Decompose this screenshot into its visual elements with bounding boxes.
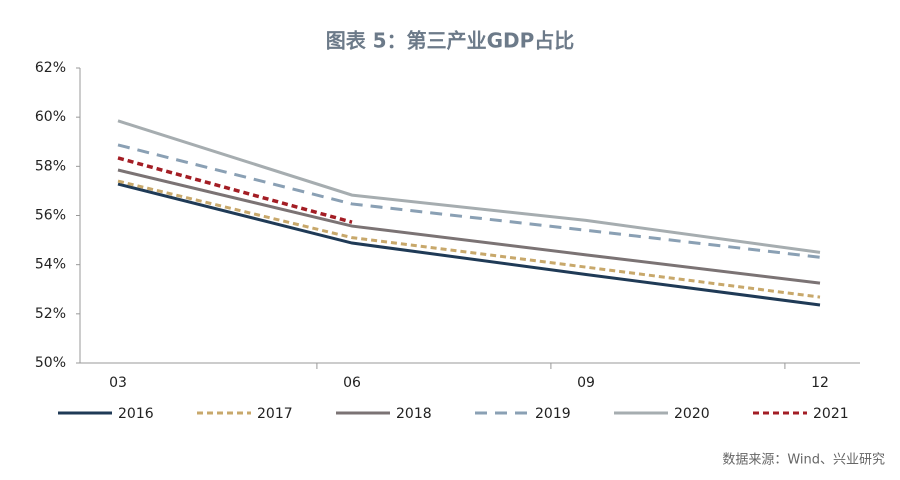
series-line	[117, 182, 821, 307]
y-tick-label: 56%	[35, 208, 66, 224]
x-tick-label: 06	[343, 375, 361, 391]
legend-label: 2016	[118, 406, 154, 422]
y-tick-label: 62%	[35, 60, 66, 76]
y-tick-label: 50%	[35, 355, 66, 371]
series-line	[117, 119, 821, 254]
legend-label: 2021	[813, 406, 849, 422]
y-tick-label: 60%	[35, 109, 66, 125]
series-line	[117, 143, 821, 259]
legend-label: 2020	[674, 406, 710, 422]
series-line	[117, 179, 821, 299]
y-tick-label: 58%	[35, 158, 66, 174]
y-tick-label: 54%	[35, 257, 66, 273]
x-tick-label: 12	[811, 375, 829, 391]
chart-title: 图表 5：第三产业GDP占比	[326, 29, 575, 53]
series-line	[117, 156, 353, 224]
series-line	[117, 168, 821, 285]
legend-label: 2018	[396, 406, 432, 422]
x-tick-label: 03	[109, 375, 127, 391]
legend-label: 2019	[535, 406, 571, 422]
y-tick-label: 52%	[35, 306, 66, 322]
source-note: 数据来源：Wind、兴业研究	[722, 453, 885, 468]
legend-label: 2017	[257, 406, 293, 422]
x-tick-label: 09	[577, 375, 595, 391]
